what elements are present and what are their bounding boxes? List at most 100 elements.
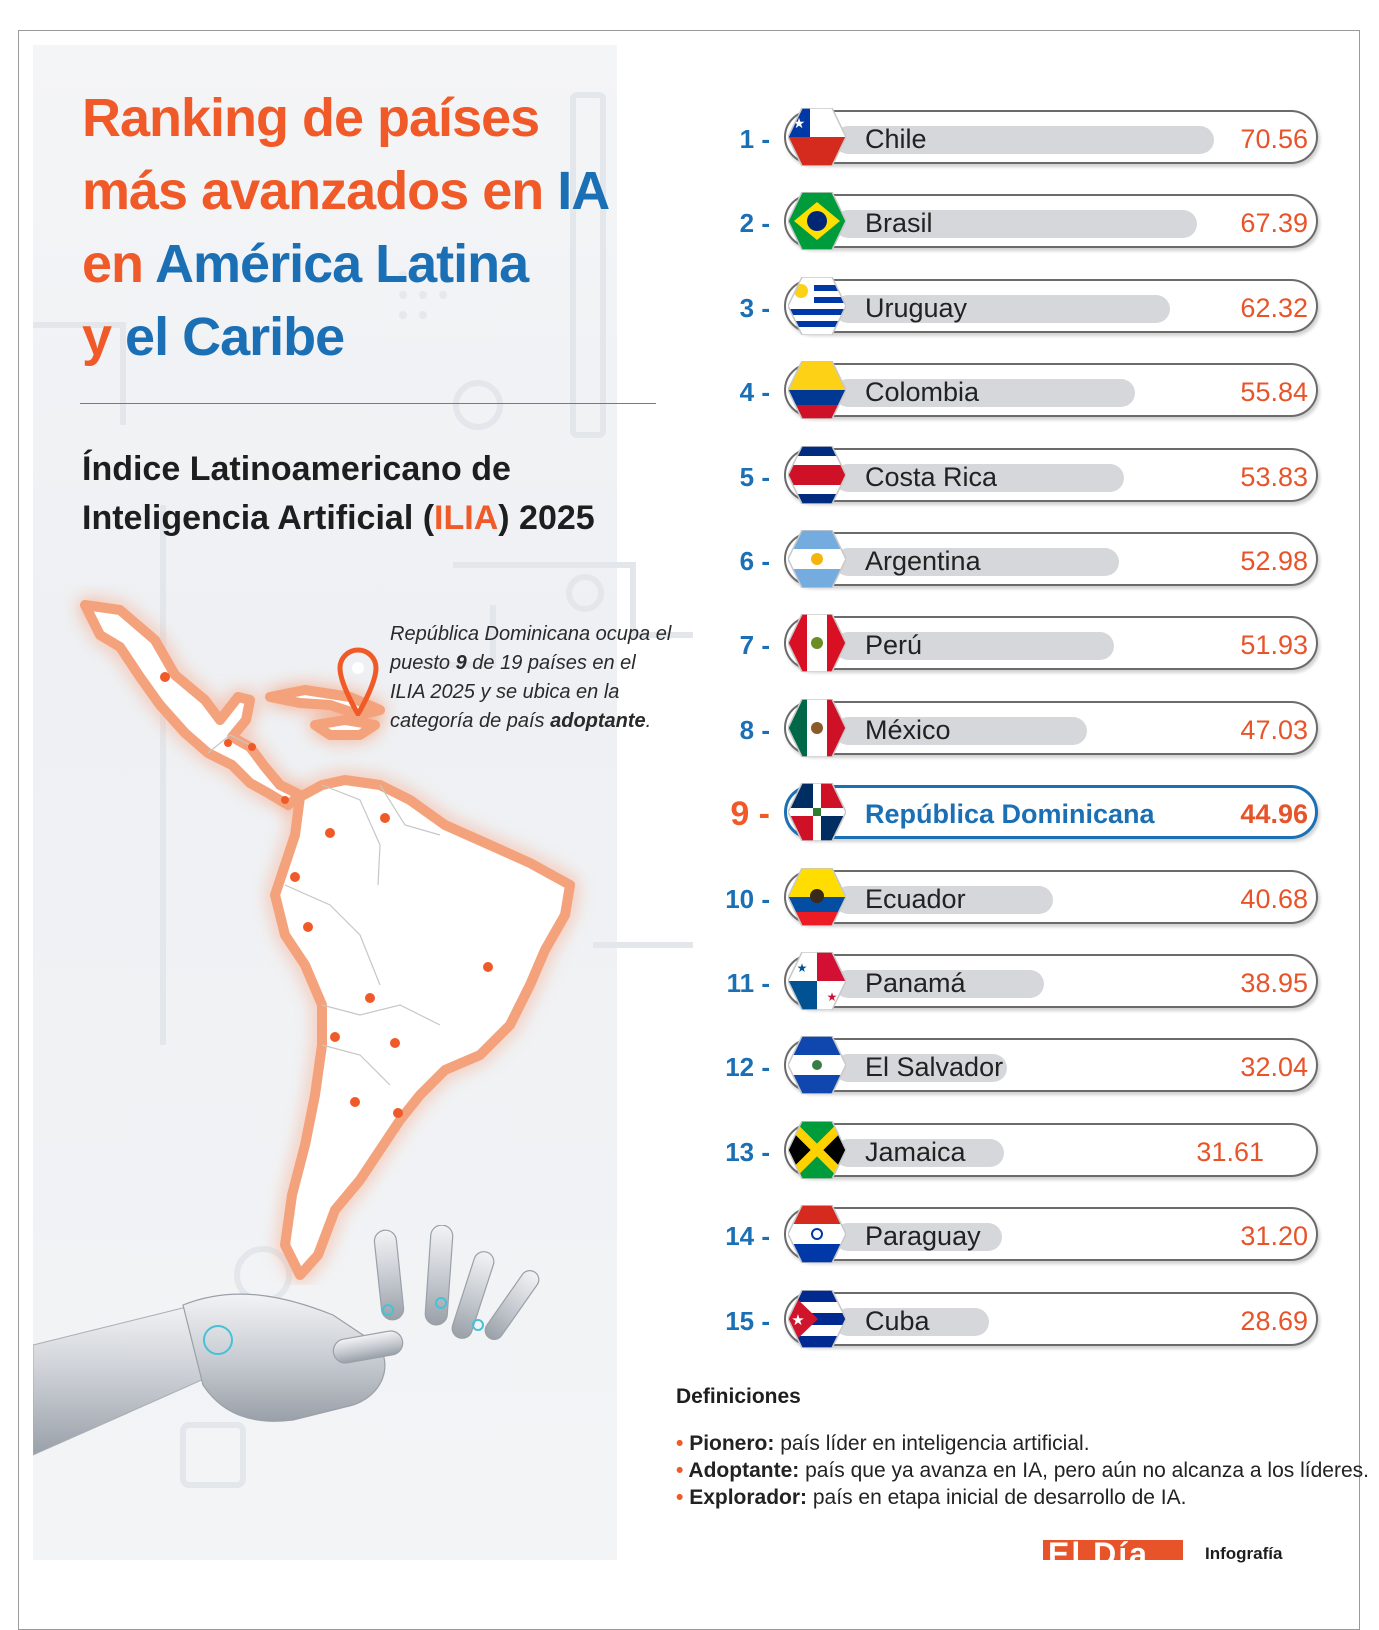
country-name: Chile [865, 124, 927, 154]
ranking-row: 5 - Costa Rica 53.83 [700, 445, 1330, 506]
country-name: República Dominicana [865, 799, 1155, 830]
uruguay-flag-icon [788, 276, 846, 335]
note-end: . [645, 710, 652, 732]
definition-term: Adoptante: [688, 1459, 800, 1482]
definition-item-adoptante: • Adoptante: país que ya avanza en IA, p… [676, 1457, 1369, 1484]
score-value: 67.39 [1240, 208, 1308, 239]
title-line-3b: América Latina [155, 234, 529, 294]
country-name: Colombia [865, 377, 980, 408]
bullet-icon: • [676, 1486, 690, 1509]
score-value: 38.95 [1240, 968, 1308, 998]
bullet-icon: • [676, 1459, 689, 1482]
definition-text: país líder en inteligencia artificial. [774, 1432, 1090, 1455]
rank-label: 13 - [725, 1136, 770, 1167]
mexico-flag-icon [788, 698, 846, 757]
score-bar [834, 548, 1119, 576]
country-name: Ecuador [865, 883, 966, 914]
subtitle-line-1: Índice Latinoamericano de [82, 450, 511, 488]
rank-label: 3 - [739, 292, 770, 323]
definitions-list: • Pionero: país líder en inteligencia ar… [676, 1430, 1369, 1511]
subtitle-line-2a: Inteligencia Artificial ( [82, 499, 435, 537]
title-divider [80, 403, 656, 404]
note-category: adoptante [550, 710, 646, 732]
score-value: 55.84 [1240, 377, 1308, 408]
rank-label: 10 - [725, 883, 770, 914]
brazil-flag-icon [788, 192, 846, 251]
note-rank: 9 [455, 652, 467, 674]
ranking-row: 9 - República Dominicana 44.96 [700, 783, 1330, 843]
country-name: Argentina [865, 546, 981, 576]
title-line-4a: y [82, 307, 126, 367]
latin-america-map [80, 600, 575, 1280]
note-text-2: de 19 países en el ILIA 2025 y se ubica … [390, 652, 636, 732]
rank-label: 9 - [730, 795, 770, 834]
row-pill [784, 785, 1318, 840]
peru-flag-icon [788, 614, 846, 673]
rank-label: 2 - [739, 208, 770, 239]
row-pill [784, 1038, 1318, 1093]
country-name: Panamá [865, 968, 966, 998]
score-value: 70.56 [1240, 124, 1308, 154]
score-bar [834, 970, 1044, 998]
svg-text:★: ★ [791, 1311, 804, 1329]
svg-text:★: ★ [797, 961, 808, 975]
country-name: Paraguay [865, 1221, 981, 1252]
score-bar [834, 294, 1170, 323]
cuba-flag-icon: ★ [788, 1289, 846, 1348]
score-bar [834, 379, 1135, 408]
rank-label: 12 - [725, 1052, 770, 1083]
bullet-icon: • [676, 1432, 690, 1455]
country-name: El Salvador [865, 1052, 1004, 1083]
score-value: 31.20 [1240, 1221, 1308, 1252]
map-note: República Dominicana ocupa el puesto 9 d… [390, 620, 675, 736]
country-name: México [865, 714, 951, 745]
score-bar [834, 126, 1214, 154]
ranking-row: 15 - ★ Cuba 28.69 [700, 1289, 1330, 1350]
ranking-row: 4 - Colombia 55.84 [700, 361, 1330, 421]
score-bar [834, 210, 1197, 239]
score-value: 32.04 [1240, 1052, 1308, 1083]
colombia-flag-icon [788, 361, 846, 420]
rank-label: 5 - [739, 461, 770, 492]
rank-label: 4 - [739, 377, 770, 408]
score-value: 31.61 [1196, 1136, 1264, 1167]
costa-rica-flag-icon [788, 445, 846, 504]
score-value: 51.93 [1240, 630, 1308, 661]
dominican-republic-flag-icon [788, 783, 846, 842]
definition-text: país en etapa inicial de desarrollo de I… [807, 1486, 1187, 1509]
country-name: Uruguay [865, 292, 968, 323]
svg-text:★: ★ [827, 990, 838, 1004]
ranking-row: 2 - Brasil 67.39 [700, 192, 1330, 252]
ranking-row: 14 - Paraguay 31.20 [700, 1205, 1330, 1265]
score-value: 28.69 [1240, 1305, 1308, 1336]
chile-flag-icon: ★ [788, 108, 846, 166]
score-bar [834, 1054, 1007, 1083]
definitions-title: Definiciones [676, 1385, 801, 1408]
el-dia-logo-text: El Día [1048, 1536, 1149, 1572]
country-name: Cuba [865, 1305, 930, 1336]
definition-text: país que ya avanza en IA, pero aún no al… [799, 1459, 1369, 1482]
score-value: 52.98 [1240, 546, 1308, 576]
el-salvador-flag-icon [788, 1036, 846, 1095]
title-line-4b: el Caribe [125, 307, 345, 367]
definition-item-pionero: • Pionero: país líder en inteligencia ar… [676, 1430, 1366, 1457]
title-line-1: Ranking de países [82, 88, 540, 148]
rank-label: 11 - [726, 968, 770, 998]
jamaica-flag-icon [788, 1120, 846, 1179]
ranking-row: 11 - ★ ★ Panamá 38.95 [700, 952, 1330, 1012]
score-bar [834, 1307, 989, 1336]
definition-term: Explorador: [689, 1486, 808, 1509]
score-bar [834, 463, 1124, 492]
score-value: 53.83 [1240, 461, 1308, 492]
subtitle-line-2c: ) 2025 [498, 499, 595, 537]
rank-label: 14 - [725, 1221, 770, 1252]
panama-flag-icon: ★★ [788, 952, 846, 1010]
infographic-credit: Infografía [1205, 1544, 1283, 1563]
note-text-1: República Dominicana ocupa el puesto [390, 623, 672, 674]
el-dia-logo [1043, 1540, 1183, 1560]
ranking-row: 7 - Perú 51.93 [700, 614, 1330, 674]
score-bar [834, 1138, 1004, 1167]
rank-label: 7 - [739, 630, 770, 661]
score-bar [834, 1223, 1002, 1252]
score-value: 44.96 [1240, 799, 1308, 830]
